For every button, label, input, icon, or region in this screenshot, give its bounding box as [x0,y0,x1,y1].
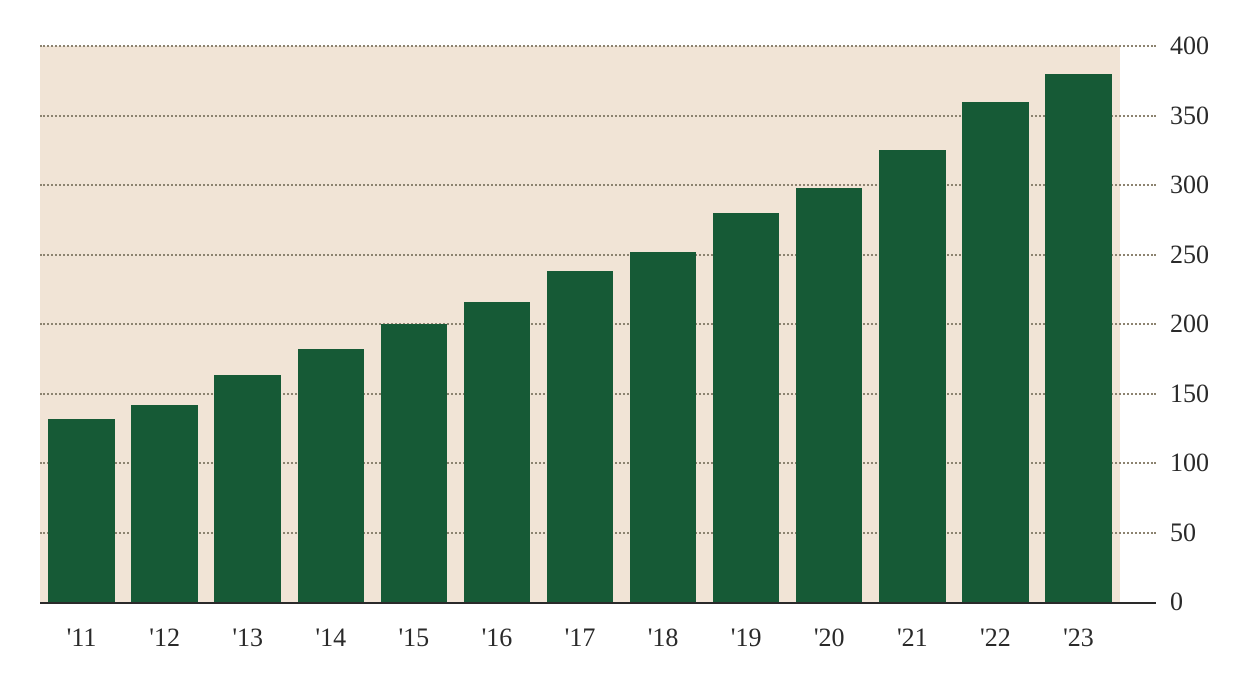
x-axis-baseline [40,602,1156,604]
bar [214,375,280,602]
bar-chart: '11 '12 '13 '14 '15 '16 '17 '18 '19 '20 '21 '22 '23 0… [0,0,1250,677]
bar [796,188,862,602]
x-tick-label: '16 [482,623,513,653]
x-tick-label: '12 [149,623,180,653]
bar [464,302,530,602]
x-tick-label: '23 [1063,623,1094,653]
bar [48,419,114,602]
bar [131,405,197,602]
x-tick-label: '21 [897,623,928,653]
x-tick-label: '11 [67,623,97,653]
x-tick-label: '13 [232,623,263,653]
y-tick-label: 300 [1170,170,1209,200]
x-tick-label: '20 [814,623,845,653]
y-tick-label: 150 [1170,379,1209,409]
bar [298,349,364,602]
y-tick-label: 200 [1170,309,1209,339]
x-tick-label: '18 [648,623,679,653]
y-tick-label: 400 [1170,31,1209,61]
x-tick-label: '17 [565,623,596,653]
x-tick-label: '15 [399,623,430,653]
y-tick-label: 50 [1170,518,1196,548]
x-tick-label: '22 [980,623,1011,653]
bar [1045,74,1111,602]
bar [547,271,613,602]
bar [962,102,1028,602]
bar [713,213,779,602]
bar [381,324,447,602]
gridline [40,45,1156,47]
x-tick-label: '14 [315,623,346,653]
x-tick-label: '19 [731,623,762,653]
bar [879,150,945,602]
y-tick-label: 250 [1170,240,1209,270]
y-tick-label: 100 [1170,448,1209,478]
bar [630,252,696,602]
y-tick-label: 0 [1170,587,1183,617]
y-tick-label: 350 [1170,101,1209,131]
